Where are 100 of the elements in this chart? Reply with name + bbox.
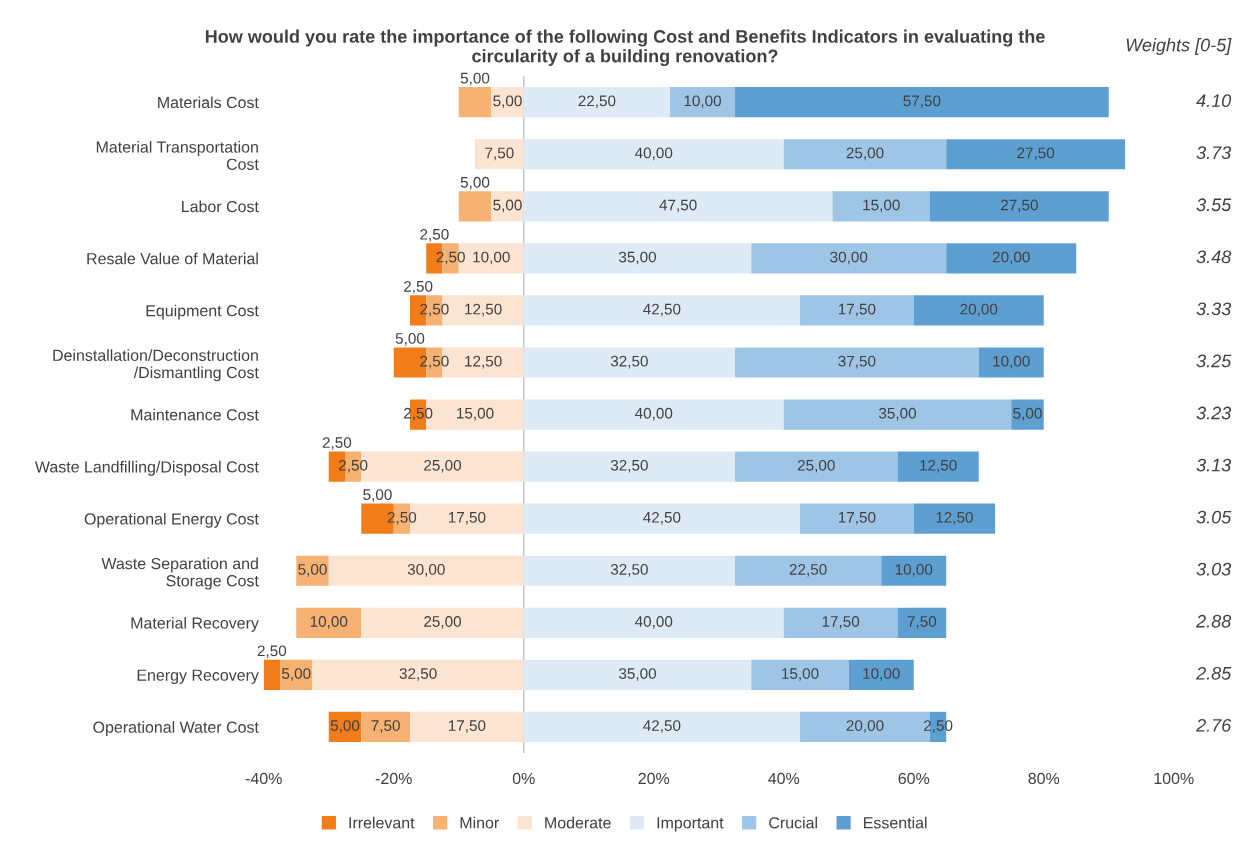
text: 2.76 [1196,718,1232,732]
data-label: 5,00 [330,720,360,733]
text: 3.48 [1196,250,1232,264]
legend-label: Essential [864,816,927,829]
data-label: 20,00 [846,720,884,733]
y-tick-label: Deinstallation/Deconstruction /Dismantling Cost [53,349,259,382]
data-label: 37,50 [838,355,876,369]
y-tick-label: Material Transportation Cost [96,141,259,170]
data-label: 40,00 [634,147,673,161]
data-label: 27,50 [1001,199,1038,213]
data-label: 32,50 [610,355,648,369]
x-tick-label: -20% [375,772,412,785]
data-label: 5,00 [363,489,392,502]
data-label: 5,00 [282,668,311,681]
text: 2.88 [1196,614,1232,628]
data-label: 42,50 [643,303,681,317]
x-tick-label: 0% [512,772,535,785]
y-tick-label: Material Recovery [131,617,259,632]
data-label: 35,00 [618,668,657,681]
data-label: 32,50 [399,668,437,681]
legend-label: Minor [460,816,499,829]
data-label: 2,50 [404,280,433,294]
data-label: 10,00 [684,95,722,109]
data-label: 5,00 [298,564,327,577]
data-label: 7,50 [907,616,937,629]
x-tick-label: 100% [1154,772,1194,785]
data-label: 47,50 [659,199,697,213]
legend-label: Important [657,817,724,832]
y-tick-label: Waste Landfilling/Disposal Cost [34,460,259,476]
data-label: 35,00 [618,251,657,265]
y-tick-label: Equipment Cost [146,304,259,320]
data-label: 12,50 [465,303,502,317]
y-tick-label: Resale Value of Material [87,252,258,265]
data-label: 12,50 [936,511,973,525]
x-tick-label: 20% [638,772,670,785]
data-label: 2,50 [322,437,352,450]
data-label: 5,00 [493,199,522,213]
data-label: 5,00 [1013,407,1042,421]
data-label: 12,50 [920,459,957,473]
text: 3.03 [1196,562,1232,576]
data-label: 5,00 [395,333,425,346]
data-label: 30,00 [407,564,445,577]
y-tick-label: Operational Energy Cost [84,512,259,528]
text: 2.85 [1196,666,1232,680]
data-label: 5,00 [460,176,490,190]
data-label: 2,50 [420,228,449,242]
data-label: 25,00 [424,616,462,629]
text: Weights [0-5] [1126,38,1232,55]
data-label: 32,50 [610,564,648,577]
data-label: 25,00 [424,459,462,473]
data-label: 2,50 [436,251,465,265]
x-tick-label: 60% [898,772,930,785]
data-label: 22,50 [578,95,616,109]
data-label: 30,00 [830,251,868,265]
data-label: 17,50 [822,616,860,629]
data-label: 35,00 [878,407,917,421]
data-label: 10,00 [310,616,348,629]
data-label: 17,50 [448,720,486,733]
data-label: 25,00 [846,147,884,161]
data-label: 57,50 [903,95,941,109]
data-label: 22,50 [789,564,827,577]
data-label: 42,50 [643,720,681,733]
y-tick-label: Energy Recovery [137,669,259,684]
text: 3.55 [1196,198,1232,212]
data-label: 2,50 [420,303,449,317]
text: 3.23 [1196,406,1232,420]
y-tick-label: Waste Separation and Storage Cost [101,557,259,590]
data-label: 17,50 [838,303,876,317]
data-label: 5,00 [493,95,522,109]
data-label: 10,00 [993,355,1030,369]
legend-label: Irrelevant [349,816,415,829]
data-label: 2,50 [387,511,417,525]
data-label: 40,00 [634,407,673,421]
legend-label: Crucial [769,816,817,829]
data-label: 2,50 [257,645,287,659]
y-tick-label: Maintenance Cost [131,408,259,421]
data-label: 20,00 [992,251,1030,265]
data-label: 15,00 [457,407,494,421]
data-label: 10,00 [863,668,900,681]
data-label: 27,50 [1017,147,1055,161]
y-tick-label: Operational Water Cost [93,721,259,737]
x-tick-label: -40% [245,772,282,785]
text: 3.33 [1196,302,1232,316]
data-label: 15,00 [863,199,900,213]
x-tick-label: 80% [1028,772,1060,785]
data-label: 10,00 [895,564,933,577]
data-label: 2,50 [420,355,449,369]
text: 3.05 [1196,510,1232,524]
y-tick-label: Materials Cost [158,96,259,109]
data-label: 40,00 [634,616,673,629]
data-label: 7,50 [485,147,514,161]
y-tick-label: Labor Cost [182,200,259,213]
data-label: 7,50 [371,720,400,733]
data-label: 5,00 [460,72,490,86]
data-label: 42,50 [643,511,681,525]
data-label: 12,50 [465,355,502,369]
text: 3.13 [1196,458,1232,472]
x-tick-label: 40% [768,772,800,785]
data-label: 17,50 [448,511,486,525]
data-label: 20,00 [960,303,998,317]
